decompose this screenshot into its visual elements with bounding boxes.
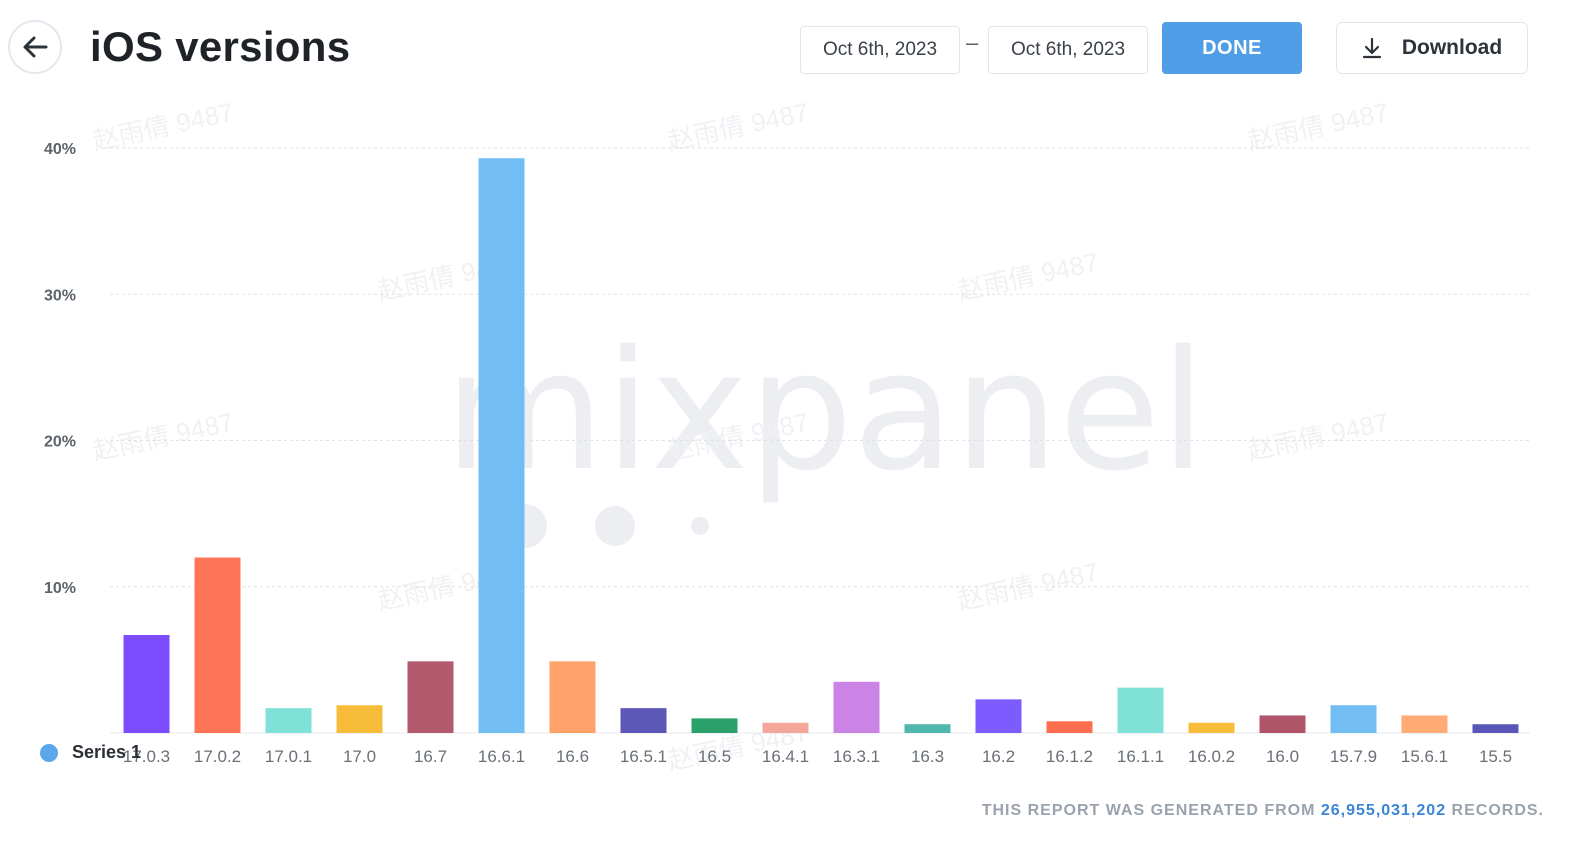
bars (123, 158, 1519, 734)
bar (975, 699, 1022, 733)
x-tick-label: 17.0 (343, 747, 376, 766)
x-tick-label: 16.1.1 (1117, 747, 1164, 766)
x-tick-label: 16.0.2 (1188, 747, 1235, 766)
bar (620, 708, 667, 733)
watermark-brand: mixpanel (444, 315, 1206, 507)
bar (1401, 715, 1448, 733)
arrow-left-icon (22, 36, 48, 58)
start-date-field[interactable]: Oct 6th, 2023 (800, 26, 960, 74)
download-button[interactable]: Download (1336, 22, 1528, 74)
watermark-user-mark: 赵雨倩 9487 (1245, 97, 1391, 156)
bar (407, 661, 454, 733)
download-icon (1362, 37, 1382, 59)
x-axis-labels: 17.0.3 17.0.2 17.0.1 17.0 16.7 16.6.1 16.6 16.5… (123, 747, 1512, 766)
bar (194, 557, 241, 733)
records-footer: THIS REPORT WAS GENERATED FROM 26,955,03… (982, 802, 1544, 820)
x-tick-label: 16.3 (911, 747, 944, 766)
x-tick-label: 16.7 (414, 747, 447, 766)
footer-prefix: THIS REPORT WAS GENERATED FROM (981, 802, 1316, 819)
y-tick-label: 20% (44, 434, 76, 451)
bar (833, 681, 880, 733)
footer-suffix: RECORDS. (1451, 802, 1544, 819)
back-button[interactable] (8, 20, 62, 74)
x-tick-label: 16.2 (982, 747, 1015, 766)
x-tick-label: 15.6.1 (1401, 747, 1448, 766)
y-tick-label: 40% (44, 141, 76, 158)
x-tick-label: 16.3.1 (833, 747, 880, 766)
bar (1330, 705, 1377, 733)
y-tick-label: 30% (44, 287, 76, 304)
bar (1259, 715, 1306, 733)
x-tick-label: 16.5.1 (620, 747, 667, 766)
x-tick-label: 17.0.1 (265, 747, 312, 766)
x-tick-label: 17.0.2 (194, 747, 241, 766)
watermark-user-mark: 赵雨倩 9487 (955, 247, 1101, 306)
x-tick-label: 17.0.3 (123, 747, 170, 766)
bar (1188, 722, 1235, 733)
y-tick-label: 10% (44, 580, 76, 597)
bar (265, 708, 312, 733)
watermark-user-mark: 赵雨倩 9487 (90, 407, 236, 466)
watermark-user-mark: 赵雨倩 9487 (90, 97, 236, 156)
x-tick-label: 16.6 (556, 747, 589, 766)
bar (478, 158, 525, 734)
x-tick-label: 15.5 (1479, 747, 1512, 766)
legend-series-name: Series 1 (72, 742, 142, 762)
bar (691, 718, 738, 733)
chart-legend[interactable]: Series 1 (40, 742, 141, 763)
x-tick-label: 16.0 (1266, 747, 1299, 766)
download-label: Download (1401, 36, 1503, 59)
bar (1117, 687, 1164, 733)
records-count: 26,955,031,202 (1320, 802, 1447, 819)
bar (123, 635, 170, 733)
bar (336, 705, 383, 733)
watermark-dot (691, 517, 709, 535)
x-tick-label: 15.7.9 (1330, 747, 1377, 766)
end-date-field[interactable]: Oct 6th, 2023 (988, 26, 1148, 74)
date-separator: – (966, 30, 979, 55)
bar (549, 661, 596, 733)
page-title: iOS versions (90, 23, 351, 70)
bar (762, 722, 809, 733)
watermark-layer: mixpanel 赵雨倩 9487 赵雨倩 9487 赵雨倩 9487 赵雨倩 9487… (90, 97, 1391, 776)
legend-swatch (40, 743, 58, 762)
watermark-dot (595, 506, 635, 546)
bar (904, 724, 951, 733)
x-tick-label: 16.5 (698, 747, 731, 766)
x-tick-label: 16.6.1 (478, 747, 525, 766)
bar (1472, 724, 1519, 733)
x-tick-label: 16.4.1 (762, 747, 809, 766)
bar (1046, 721, 1093, 733)
done-button[interactable]: DONE (1162, 22, 1302, 74)
watermark-user-mark: 赵雨倩 9487 (1245, 407, 1391, 466)
watermark-user-mark: 赵雨倩 9487 (665, 97, 811, 156)
x-tick-label: 16.1.2 (1046, 747, 1093, 766)
